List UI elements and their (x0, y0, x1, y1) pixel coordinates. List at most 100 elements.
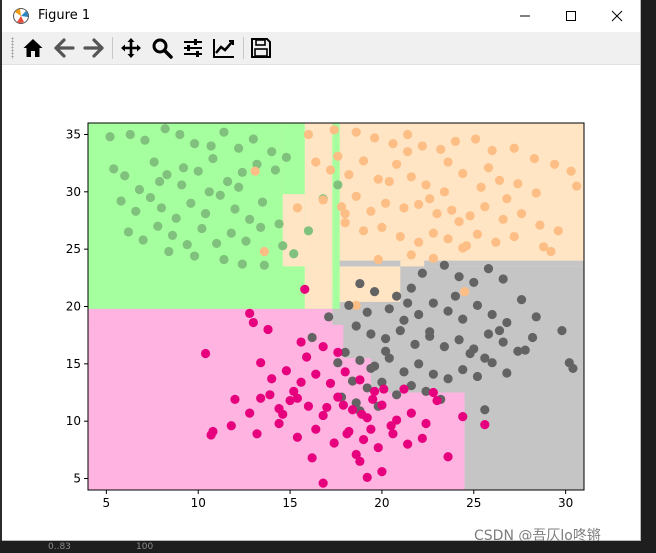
data-point-pink (267, 374, 277, 384)
data-point-pink (285, 395, 295, 406)
data-point-orange (450, 136, 461, 146)
pan-button[interactable] (119, 36, 143, 60)
minimize-icon (520, 15, 530, 17)
data-point-gray (410, 339, 420, 349)
save-button[interactable] (249, 36, 273, 60)
zoom-button[interactable] (150, 36, 174, 60)
toolbar-grip[interactable] (11, 37, 14, 59)
data-point-orange (483, 163, 494, 173)
data-point-gray (443, 306, 453, 316)
title-bar[interactable]: Figure 1 (2, 0, 640, 32)
decision-region-orange (282, 194, 305, 244)
back-button[interactable] (52, 36, 76, 60)
maximize-button[interactable] (548, 0, 594, 32)
data-point-green (259, 260, 269, 270)
data-point-gray (406, 381, 416, 391)
data-point-green (155, 176, 165, 187)
data-point-pink (318, 478, 328, 488)
data-point-gray (483, 264, 494, 274)
data-point-gray (465, 348, 475, 359)
data-point-pink (428, 387, 438, 398)
data-point-green (333, 180, 343, 190)
decision-region-orange (332, 266, 401, 302)
data-point-orange (550, 159, 560, 169)
data-point-gray (480, 405, 490, 415)
data-point-orange (329, 125, 339, 135)
data-point-gray (362, 383, 372, 393)
scatter-plot[interactable]: 5 10 15 20 25 30 5 10 15 20 25 30 35 (2, 65, 640, 540)
data-point-orange (572, 181, 582, 191)
data-point-pink (289, 386, 299, 396)
data-point-green (125, 129, 135, 140)
forward-button[interactable] (82, 36, 106, 60)
data-point-orange (414, 199, 424, 210)
data-point-orange (344, 170, 354, 180)
data-point-gray (355, 278, 365, 289)
data-point-pink (355, 375, 365, 385)
data-point-gray (421, 386, 431, 396)
data-point-green (226, 228, 236, 238)
data-point-gray (458, 314, 468, 324)
data-point-green (138, 235, 148, 245)
data-point-orange (311, 157, 321, 167)
data-point-green (175, 129, 185, 140)
data-point-pink (300, 284, 310, 294)
matplotlib-logo-icon (13, 8, 29, 24)
edit-axis-button[interactable] (212, 36, 236, 60)
data-point-pink (392, 415, 402, 425)
data-point-gray (347, 376, 358, 386)
data-point-orange (458, 168, 468, 179)
data-point-orange (303, 129, 314, 140)
data-point-green (186, 198, 196, 208)
data-point-orange (318, 195, 328, 205)
sliders-icon (184, 39, 202, 57)
data-point-gray (395, 325, 405, 336)
data-point-gray (351, 398, 361, 408)
data-point-orange (425, 194, 435, 204)
y-tick-label: 5 (73, 472, 81, 486)
move-icon (121, 38, 141, 58)
data-point-green (140, 135, 150, 145)
data-point-pink (342, 429, 352, 439)
data-point-orange (458, 243, 468, 253)
data-point-gray (362, 307, 372, 317)
data-point-gray (469, 277, 479, 288)
data-point-pink (368, 394, 378, 404)
data-point-pink (200, 348, 211, 359)
data-point-green (248, 134, 258, 144)
data-point-gray (340, 347, 350, 357)
configure-subplots-button[interactable] (181, 36, 205, 60)
data-point-pink (322, 402, 332, 413)
data-point-orange (381, 198, 391, 208)
figure-canvas[interactable]: 5 10 15 20 25 30 5 10 15 20 25 30 35 (2, 65, 640, 540)
decision-region-pink (370, 392, 465, 404)
background-text: 100 (136, 542, 154, 552)
data-point-pink (333, 392, 343, 402)
data-point-green (237, 167, 247, 177)
data-point-green (105, 132, 115, 142)
data-point-green (156, 203, 167, 213)
data-point-pink (252, 429, 262, 439)
minimize-button[interactable] (502, 0, 548, 32)
line-chart-icon (213, 39, 234, 58)
data-point-orange (358, 226, 369, 236)
data-point-orange (351, 300, 361, 310)
data-point-gray (428, 298, 438, 308)
data-point-gray (531, 312, 541, 322)
data-point-green (267, 147, 277, 157)
data-point-green (182, 239, 192, 250)
home-button[interactable] (21, 36, 45, 60)
data-point-pink (377, 400, 387, 410)
data-point-gray (494, 325, 505, 336)
data-point-pink (369, 386, 380, 396)
data-point-pink (302, 352, 312, 362)
data-point-green (134, 184, 145, 195)
data-point-pink (245, 308, 255, 318)
data-point-orange (494, 175, 505, 185)
data-point-pink (206, 430, 216, 440)
close-button[interactable] (594, 0, 640, 32)
data-point-pink (480, 420, 490, 430)
data-point-gray (403, 298, 413, 308)
data-point-green (145, 192, 156, 203)
data-point-pink (230, 394, 240, 404)
